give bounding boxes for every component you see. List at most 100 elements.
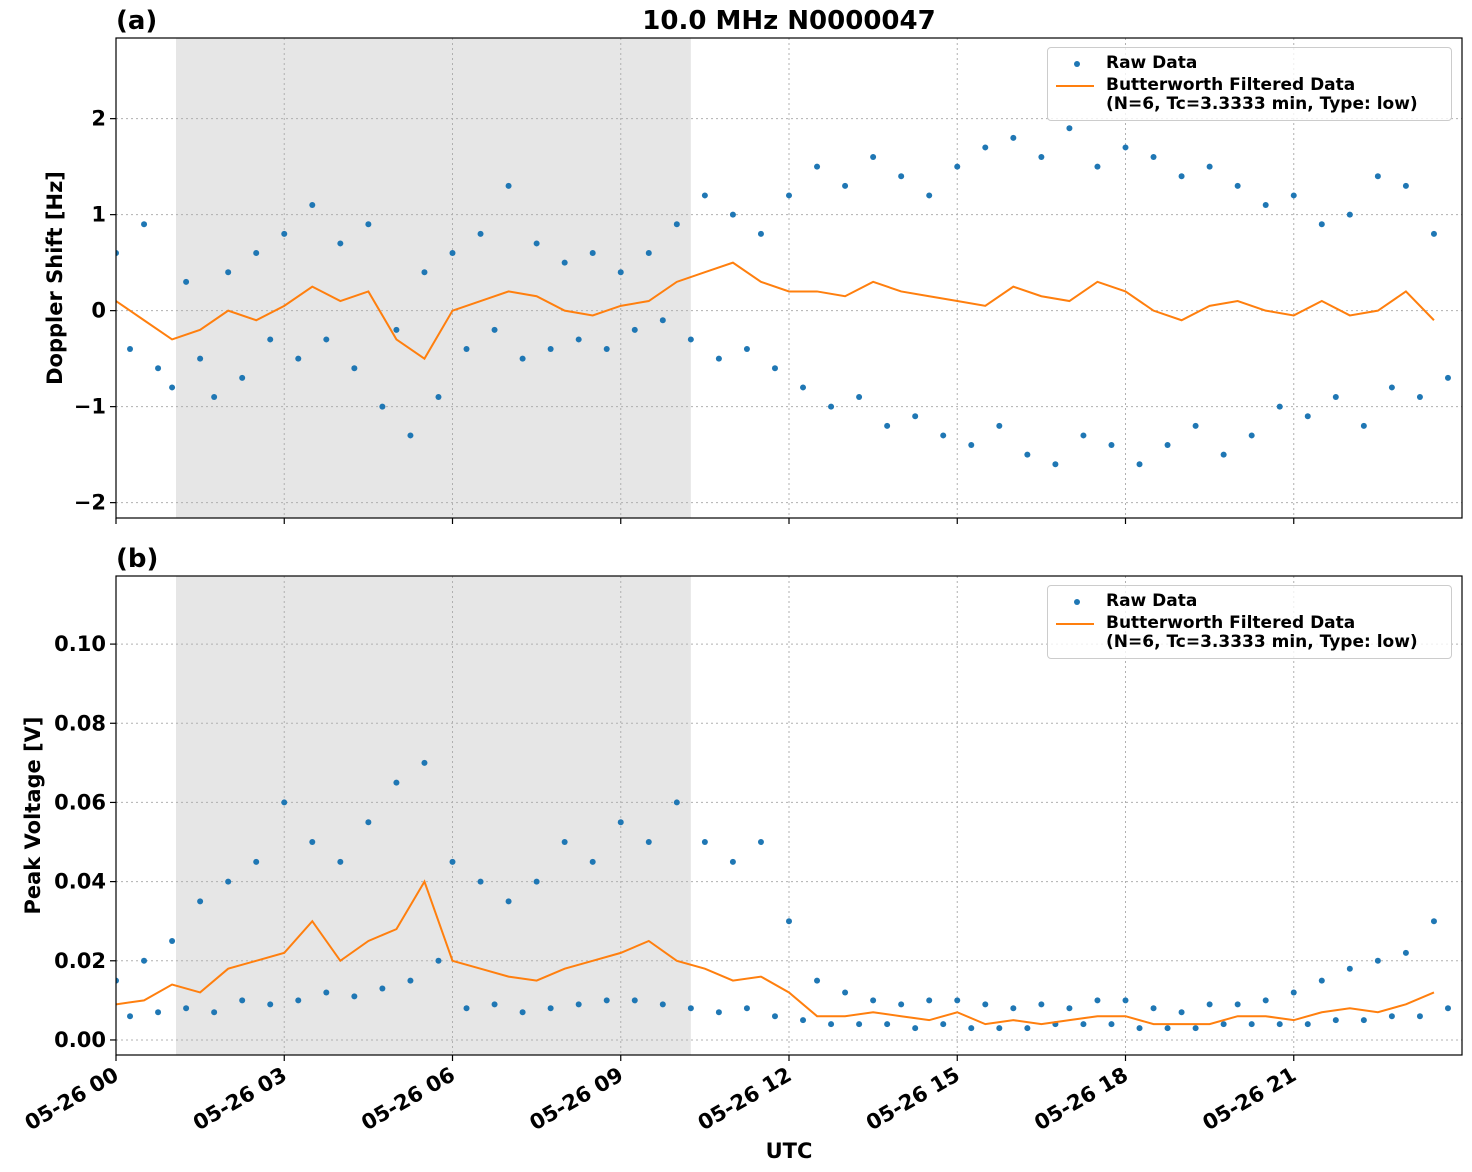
- raw-point: [912, 1025, 919, 1032]
- raw-point: [463, 346, 470, 353]
- raw-point: [687, 1005, 694, 1012]
- raw-point: [715, 355, 722, 362]
- raw-point: [253, 250, 260, 257]
- legend-key: [1048, 76, 1106, 96]
- raw-point: [225, 269, 232, 276]
- raw-point: [533, 878, 540, 885]
- raw-point: [1360, 1017, 1367, 1024]
- raw-point: [295, 355, 302, 362]
- raw-point: [1374, 957, 1381, 964]
- y-tick-label: 0.00: [54, 1028, 106, 1052]
- raw-point: [715, 1009, 722, 1016]
- raw-point: [1248, 1021, 1255, 1028]
- legend-key-icon: [1074, 599, 1080, 605]
- raw-point: [1122, 997, 1129, 1004]
- x-tick-label: 05-26 15: [862, 1063, 964, 1136]
- raw-point: [1276, 403, 1283, 410]
- raw-point: [337, 240, 344, 247]
- raw-point: [757, 839, 764, 846]
- raw-point: [197, 355, 204, 362]
- raw-point: [295, 997, 302, 1004]
- raw-point: [141, 957, 148, 964]
- legend-entry: Butterworth Filtered Data (N=6, Tc=3.333…: [1048, 76, 1451, 114]
- raw-point: [996, 422, 1003, 429]
- raw-point: [631, 326, 638, 333]
- y-axis-label: Peak Voltage [V]: [21, 716, 45, 914]
- raw-point: [491, 1001, 498, 1008]
- raw-point: [1164, 442, 1171, 449]
- raw-point: [1024, 451, 1031, 458]
- raw-point: [800, 384, 807, 391]
- raw-point: [1206, 1001, 1213, 1008]
- raw-point: [1080, 1021, 1087, 1028]
- raw-point: [1192, 1025, 1199, 1032]
- x-axis-label: UTC: [766, 1139, 813, 1163]
- raw-point: [1444, 1005, 1451, 1012]
- raw-point: [547, 1005, 554, 1012]
- raw-point: [211, 1009, 218, 1016]
- raw-point: [1038, 154, 1045, 161]
- raw-point: [421, 759, 428, 766]
- raw-point: [589, 858, 596, 865]
- raw-point: [435, 394, 442, 401]
- raw-point: [1066, 125, 1073, 132]
- raw-point: [547, 346, 554, 353]
- raw-point: [197, 898, 204, 905]
- raw-point: [940, 432, 947, 439]
- raw-point: [1444, 374, 1451, 381]
- y-tick-label: −2: [74, 491, 106, 515]
- raw-point: [898, 173, 905, 180]
- y-tick-label: −1: [74, 395, 106, 419]
- raw-point: [169, 384, 176, 391]
- raw-point: [1094, 163, 1101, 170]
- x-tick-label: 05-26 00: [21, 1063, 123, 1136]
- axes-frame: [115, 37, 1463, 519]
- raw-point: [491, 326, 498, 333]
- legend-entry: Raw Data: [1048, 54, 1451, 74]
- raw-point: [729, 211, 736, 218]
- raw-point: [449, 250, 456, 257]
- raw-point: [533, 240, 540, 247]
- raw-point: [379, 985, 386, 992]
- raw-point: [225, 878, 232, 885]
- raw-point: [968, 442, 975, 449]
- raw-point: [645, 839, 652, 846]
- legend-entry: Butterworth Filtered Data (N=6, Tc=3.333…: [1048, 614, 1451, 652]
- raw-point: [1388, 1013, 1395, 1020]
- raw-point: [141, 221, 148, 228]
- raw-point: [1178, 1009, 1185, 1016]
- raw-point: [856, 394, 863, 401]
- legend-label: Raw Data: [1106, 53, 1198, 73]
- y-tick-label: 1: [91, 203, 106, 227]
- legend-key-icon: [1056, 623, 1094, 625]
- x-tick-label: 05-26 18: [1030, 1063, 1132, 1136]
- x-tick-label: 05-26 09: [525, 1063, 627, 1136]
- raw-point: [1248, 432, 1255, 439]
- y-tick-label: 0.08: [54, 711, 106, 735]
- raw-point: [281, 230, 288, 237]
- raw-point: [603, 346, 610, 353]
- raw-point: [1094, 997, 1101, 1004]
- raw-point: [1318, 977, 1325, 984]
- y-tick-label: 0.04: [54, 870, 106, 894]
- raw-point: [1010, 1005, 1017, 1012]
- raw-point: [1220, 1021, 1227, 1028]
- raw-point: [169, 937, 176, 944]
- raw-point: [954, 997, 961, 1004]
- raw-point: [1332, 394, 1339, 401]
- y-tick-label: 0.10: [54, 632, 106, 656]
- raw-point: [617, 819, 624, 826]
- raw-point: [1262, 202, 1269, 209]
- raw-point: [561, 839, 568, 846]
- raw-point: [561, 259, 568, 266]
- x-tick-label: 05-26 06: [357, 1063, 459, 1136]
- filtered-line: [116, 261, 1435, 361]
- legend-label: Butterworth Filtered Data (N=6, Tc=3.333…: [1106, 613, 1418, 652]
- raw-point: [1304, 1021, 1311, 1028]
- raw-point: [589, 250, 596, 257]
- raw-point: [239, 997, 246, 1004]
- raw-point: [1052, 461, 1059, 468]
- raw-point: [351, 993, 358, 1000]
- raw-point: [1010, 134, 1017, 141]
